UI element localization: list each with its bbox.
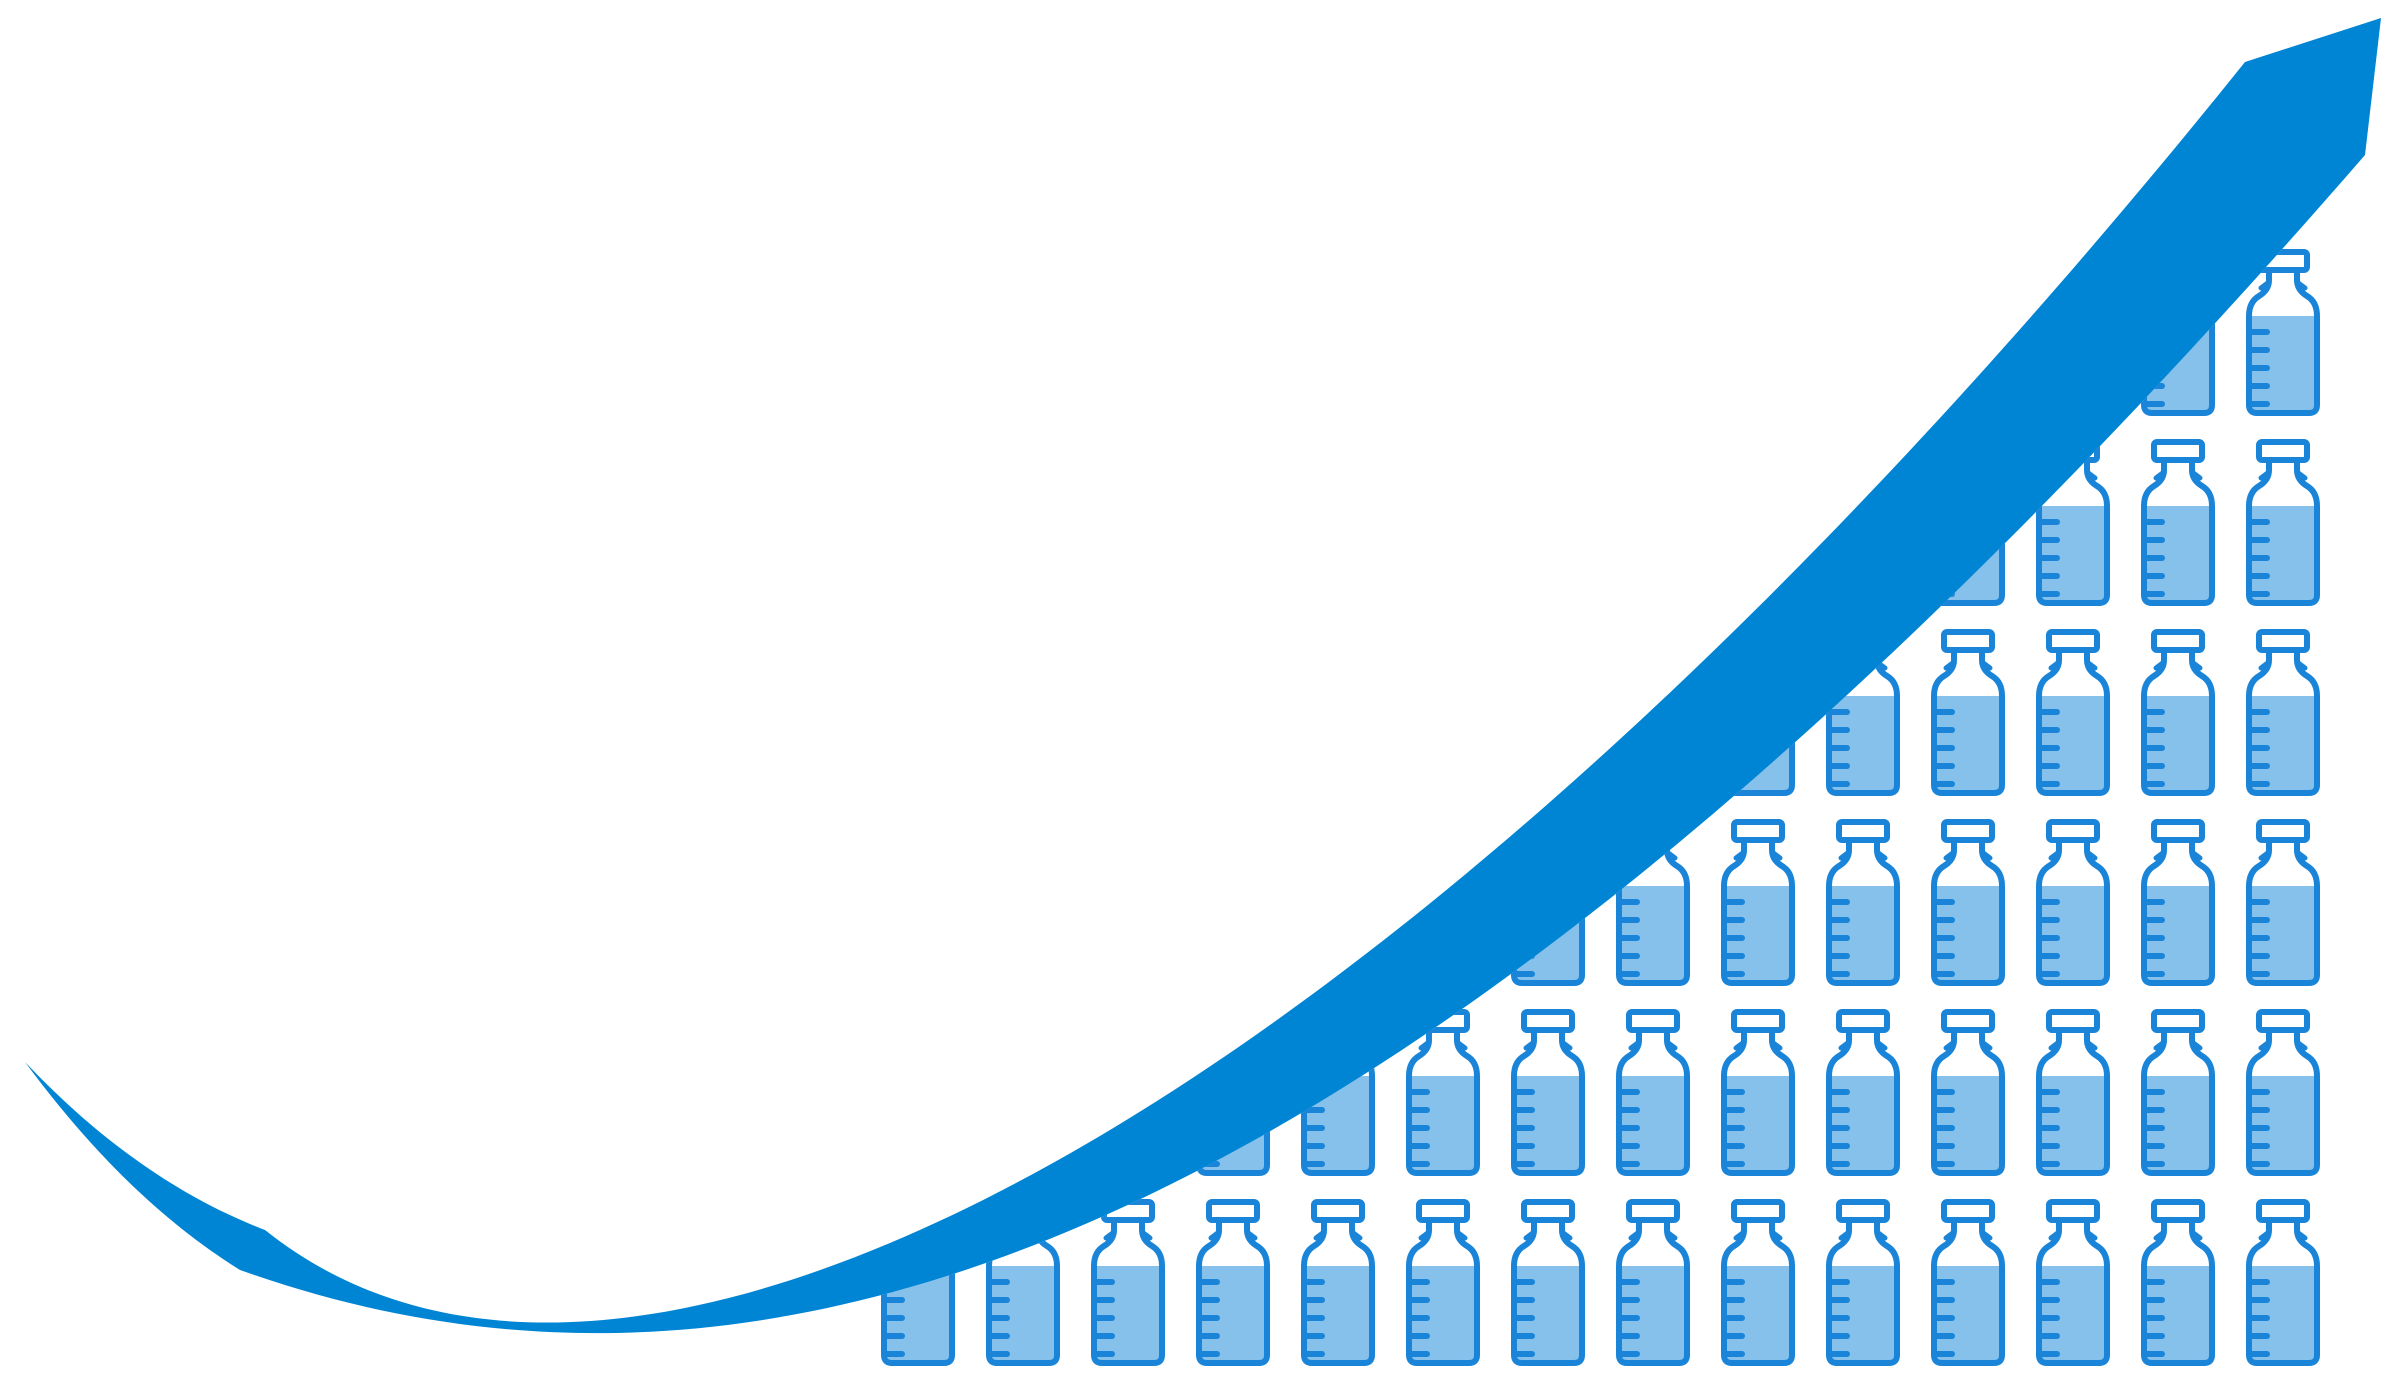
medicine-vial-icon [1724,442,1792,603]
medicine-vial-icon [2039,822,2107,983]
medicine-vial-icon [1724,252,1792,413]
medicine-vial-icon [989,442,1057,603]
medicine-vial-icon [1094,632,1162,793]
medicine-vial-icon [1094,822,1162,983]
medicine-vial-icon [2249,1012,2317,1173]
medicine-vial-icon [1514,1202,1582,1363]
medicine-vial-icon [2039,1202,2107,1363]
medicine-vial-icon [1514,1012,1582,1173]
medicine-vial-icon [989,252,1057,413]
medicine-vial-icon [884,442,952,603]
medicine-vial-icon [1829,1012,1897,1173]
medicine-vial-icon [1514,632,1582,793]
medicine-vial-icon [1094,442,1162,603]
medicine-vial-icon [1619,442,1687,603]
medicine-vial-icon [1934,822,2002,983]
medicine-vial-icon [1409,442,1477,603]
medicine-vial-icon [2249,632,2317,793]
medicine-vial-icon [1934,632,2002,793]
medicine-vial-icon [2144,1202,2212,1363]
medicine-vial-icon [2249,1202,2317,1363]
medicine-vial-icon [1199,252,1267,413]
medicine-vial-icon [1199,1202,1267,1363]
medicine-vial-icon [1934,1202,2002,1363]
medicine-vial-icon [1199,822,1267,983]
medicine-vial-icon [1829,252,1897,413]
medicine-vial-icon [1619,252,1687,413]
medicine-vial-icon [1724,1202,1792,1363]
medicine-vial-icon [884,822,952,983]
medicine-vial-icon [1724,822,1792,983]
medicine-vial-icon [1409,632,1477,793]
medicine-vial-icon [1094,252,1162,413]
medicine-vial-icon [1304,252,1372,413]
medicine-vial-icon [1829,822,1897,983]
medicine-vial-icon [989,632,1057,793]
medicine-vial-icon [2039,632,2107,793]
medicine-vial-icon [884,252,952,413]
medicine-vial-icon [1199,632,1267,793]
medicine-vial-icon [989,1012,1057,1173]
medicine-vial-icon [989,822,1057,983]
growth-arrow-icon [25,18,2381,1334]
medicine-vial-icon [1199,442,1267,603]
medicine-vial-icon [1409,1202,1477,1363]
medicine-vial-icon [2144,822,2212,983]
medicine-vial-icon [1619,1202,1687,1363]
medicine-vial-icon [2249,442,2317,603]
medicine-vial-icon [1724,1012,1792,1173]
medicine-vial-icon [1514,252,1582,413]
medicine-vial-icon [1409,252,1477,413]
medicine-vial-icon [2039,1012,2107,1173]
medicine-vial-icon [2144,1012,2212,1173]
medicine-vial-icon [1514,442,1582,603]
medicine-vial-icon [884,1012,952,1173]
medicine-vial-icon [1829,1202,1897,1363]
medicine-vial-icon [1304,1202,1372,1363]
medicine-vial-icon [1619,1012,1687,1173]
medicine-vial-icon [1304,632,1372,793]
medicine-vial-icon [2249,822,2317,983]
medicine-vial-icon [2249,252,2317,413]
medicine-vial-icon [1934,1012,2002,1173]
medicine-vial-icon [2144,632,2212,793]
medicine-vial-icon [884,632,952,793]
medicine-vial-icon [1304,442,1372,603]
medicine-vial-icon [2144,442,2212,603]
medicine-vial-icon [1094,1202,1162,1363]
